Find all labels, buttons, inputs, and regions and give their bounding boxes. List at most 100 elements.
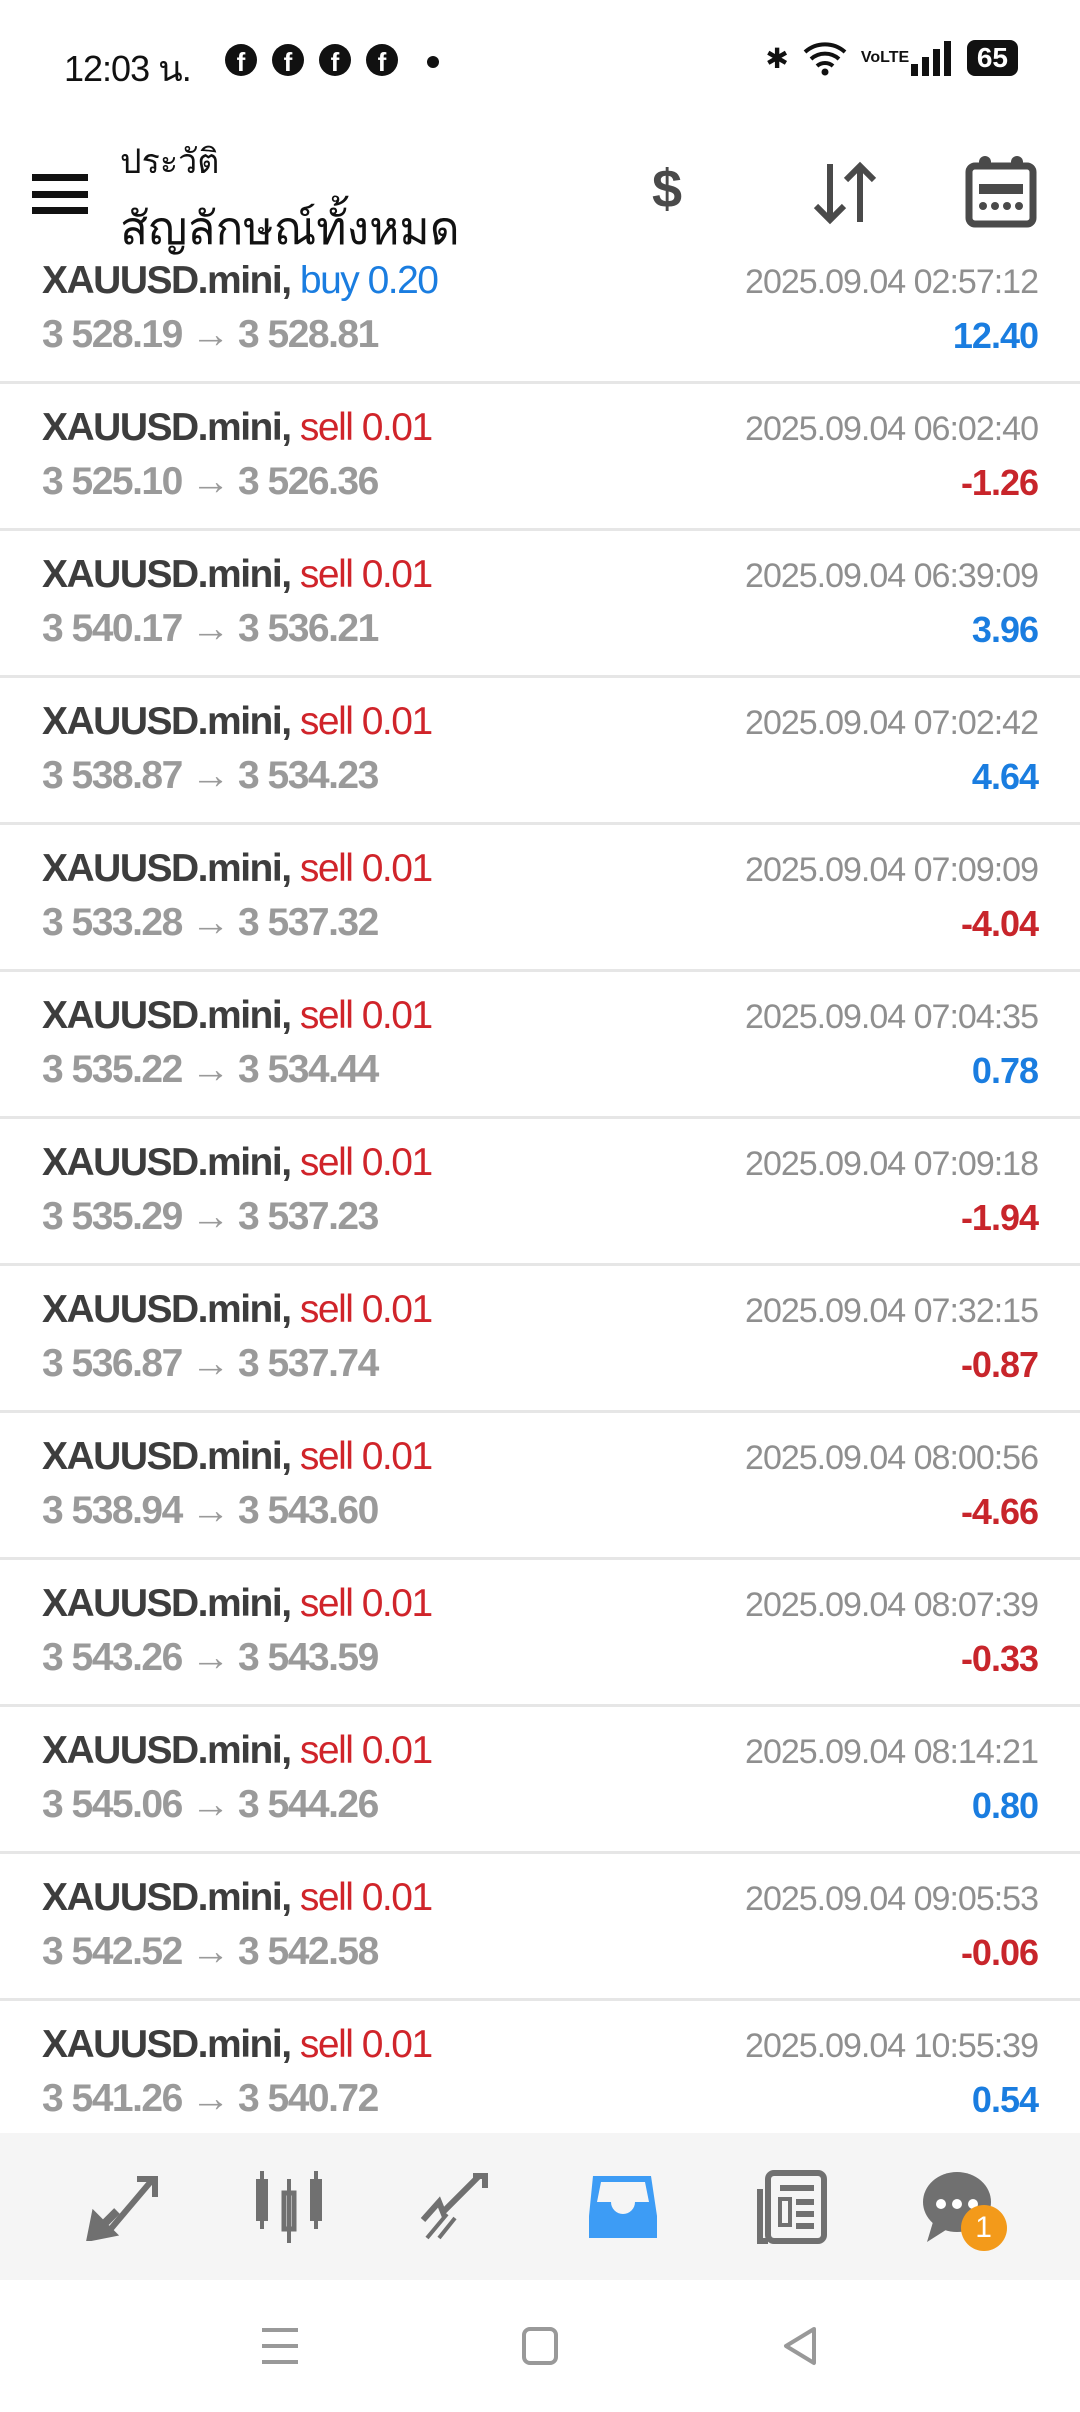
trade-profit: -0.33 xyxy=(960,1638,1039,1679)
close-price: 3 537.23 xyxy=(238,1195,379,1238)
trade-prices: 3 541.26 → 3 540.72 xyxy=(42,2077,379,2121)
quotes-icon xyxy=(86,2175,159,2241)
trade-prices: 3 525.10 → 3 526.36 xyxy=(42,460,379,504)
trade-time: 2025.09.04 07:02:42 xyxy=(745,704,1039,742)
trade-profit: -4.04 xyxy=(960,903,1039,944)
back-icon[interactable] xyxy=(780,2326,820,2366)
symbol-name: XAUUSD.mini, xyxy=(42,259,292,302)
calendar-icon[interactable] xyxy=(965,154,1037,228)
trade-row[interactable]: XAUUSD.mini, sell 0.01 3 536.87 → 3 537.… xyxy=(0,1266,1080,1413)
close-price: 3 537.74 xyxy=(238,1342,379,1385)
trade-side-volume: sell 0.01 xyxy=(299,1288,433,1331)
symbol-name: XAUUSD.mini, xyxy=(42,1288,292,1331)
open-price: 3 535.22 xyxy=(42,1048,183,1091)
trade-row[interactable]: XAUUSD.mini, buy 0.20 3 528.19 → 3 528.8… xyxy=(0,237,1080,384)
symbol-name: XAUUSD.mini, xyxy=(42,1582,292,1625)
facebook-notification-icon: f xyxy=(319,44,351,77)
arrow-icon: → xyxy=(191,1636,230,1679)
battery-indicator: 65 xyxy=(966,40,1018,76)
trade-row[interactable]: XAUUSD.mini, sell 0.01 3 535.29 → 3 537.… xyxy=(0,1119,1080,1266)
nav-chart[interactable] xyxy=(250,2167,330,2247)
nav-history[interactable] xyxy=(583,2167,663,2247)
arrow-icon: → xyxy=(191,313,230,356)
facebook-notification-icon: f xyxy=(272,44,304,77)
home-icon[interactable] xyxy=(520,2326,560,2366)
nav-trade[interactable] xyxy=(417,2167,497,2247)
nav-messages[interactable]: 1 xyxy=(917,2167,1007,2251)
arrow-icon: → xyxy=(191,607,230,650)
wifi-icon xyxy=(803,42,847,76)
open-price: 3 536.87 xyxy=(42,1342,183,1385)
status-bar: 12:03 น. f f f f ✱ VoLTE 65 xyxy=(0,0,1080,110)
trade-side-volume: sell 0.01 xyxy=(299,1141,433,1184)
symbol-name: XAUUSD.mini, xyxy=(42,2023,292,2066)
close-price: 3 542.58 xyxy=(238,1930,379,1973)
arrow-icon: → xyxy=(191,1783,230,1826)
trade-row[interactable]: XAUUSD.mini, sell 0.01 3 541.26 → 3 540.… xyxy=(0,2001,1080,2148)
arrow-icon: → xyxy=(191,901,230,944)
nav-quotes[interactable] xyxy=(83,2167,163,2247)
trade-symbol: XAUUSD.mini, sell 0.01 xyxy=(42,406,433,450)
trade-row[interactable]: XAUUSD.mini, sell 0.01 3 525.10 → 3 526.… xyxy=(0,384,1080,531)
menu-button[interactable] xyxy=(32,174,88,214)
trade-prices: 3 545.06 → 3 544.26 xyxy=(42,1783,379,1827)
arrow-icon: → xyxy=(191,1342,230,1385)
close-price: 3 526.36 xyxy=(238,460,379,503)
arrow-icon: → xyxy=(191,1489,230,1532)
trade-row[interactable]: XAUUSD.mini, sell 0.01 3 533.28 → 3 537.… xyxy=(0,825,1080,972)
trade-symbol: XAUUSD.mini, sell 0.01 xyxy=(42,1435,433,1479)
trade-side-volume: buy 0.20 xyxy=(299,259,439,302)
trade-prices: 3 528.19 → 3 528.81 xyxy=(42,313,379,357)
trade-profit: -0.87 xyxy=(960,1344,1039,1385)
trade-history-list[interactable]: XAUUSD.mini, buy 0.20 3 528.19 → 3 528.8… xyxy=(0,237,1080,2148)
trade-profit: 4.64 xyxy=(971,756,1039,797)
trade-profit: 0.54 xyxy=(971,2079,1039,2120)
close-price: 3 534.23 xyxy=(238,754,379,797)
trade-side-volume: sell 0.01 xyxy=(299,847,433,890)
messages-badge: 1 xyxy=(960,2204,1007,2251)
trade-side-volume: sell 0.01 xyxy=(299,994,433,1037)
recent-apps-icon[interactable] xyxy=(260,2326,300,2366)
trade-prices: 3 538.87 → 3 534.23 xyxy=(42,754,379,798)
news-icon xyxy=(756,2169,827,2244)
chart-icon xyxy=(255,2170,322,2243)
trade-time: 2025.09.04 06:39:09 xyxy=(745,557,1039,595)
trade-profit: 0.80 xyxy=(971,1785,1039,1826)
symbol-name: XAUUSD.mini, xyxy=(42,1435,292,1478)
arrow-icon: → xyxy=(191,460,230,503)
trade-row[interactable]: XAUUSD.mini, sell 0.01 3 545.06 → 3 544.… xyxy=(0,1707,1080,1854)
trade-row[interactable]: XAUUSD.mini, sell 0.01 3 542.52 → 3 542.… xyxy=(0,1854,1080,2001)
trade-time: 2025.09.04 07:04:35 xyxy=(745,998,1039,1036)
trade-side-volume: sell 0.01 xyxy=(299,2023,433,2066)
trade-prices: 3 543.26 → 3 543.59 xyxy=(42,1636,379,1680)
trade-side-volume: sell 0.01 xyxy=(299,1729,433,1772)
open-price: 3 535.29 xyxy=(42,1195,183,1238)
trade-profit: -1.94 xyxy=(960,1197,1039,1238)
sort-icon[interactable] xyxy=(810,160,880,226)
trade-symbol: XAUUSD.mini, sell 0.01 xyxy=(42,553,433,597)
symbol-name: XAUUSD.mini, xyxy=(42,1141,292,1184)
symbol-name: XAUUSD.mini, xyxy=(42,553,292,596)
trade-row[interactable]: XAUUSD.mini, sell 0.01 3 538.94 → 3 543.… xyxy=(0,1413,1080,1560)
trade-row[interactable]: XAUUSD.mini, sell 0.01 3 540.17 → 3 536.… xyxy=(0,531,1080,678)
trade-symbol: XAUUSD.mini, sell 0.01 xyxy=(42,1876,433,1920)
page-title[interactable]: สัญลักษณ์ทั้งหมด xyxy=(120,202,460,254)
symbol-name: XAUUSD.mini, xyxy=(42,406,292,449)
facebook-notification-icon: f xyxy=(225,44,257,77)
trade-row[interactable]: XAUUSD.mini, sell 0.01 3 538.87 → 3 534.… xyxy=(0,678,1080,825)
close-price: 3 537.32 xyxy=(238,901,379,944)
trade-profit: -4.66 xyxy=(960,1491,1039,1532)
trade-symbol: XAUUSD.mini, sell 0.01 xyxy=(42,700,433,744)
trade-side-volume: sell 0.01 xyxy=(299,553,433,596)
arrow-icon: → xyxy=(191,2077,230,2120)
trade-symbol: XAUUSD.mini, sell 0.01 xyxy=(42,1141,433,1185)
trade-row[interactable]: XAUUSD.mini, sell 0.01 3 543.26 → 3 543.… xyxy=(0,1560,1080,1707)
currency-exchange-icon[interactable]: $ xyxy=(652,159,683,219)
trade-profit: -0.06 xyxy=(960,1932,1039,1973)
trade-prices: 3 536.87 → 3 537.74 xyxy=(42,1342,379,1386)
system-navigation-bar xyxy=(0,2280,1080,2412)
arrow-icon: → xyxy=(191,1930,230,1973)
trade-row[interactable]: XAUUSD.mini, sell 0.01 3 535.22 → 3 534.… xyxy=(0,972,1080,1119)
nav-news[interactable] xyxy=(750,2167,830,2247)
more-notifications-icon xyxy=(427,56,439,68)
